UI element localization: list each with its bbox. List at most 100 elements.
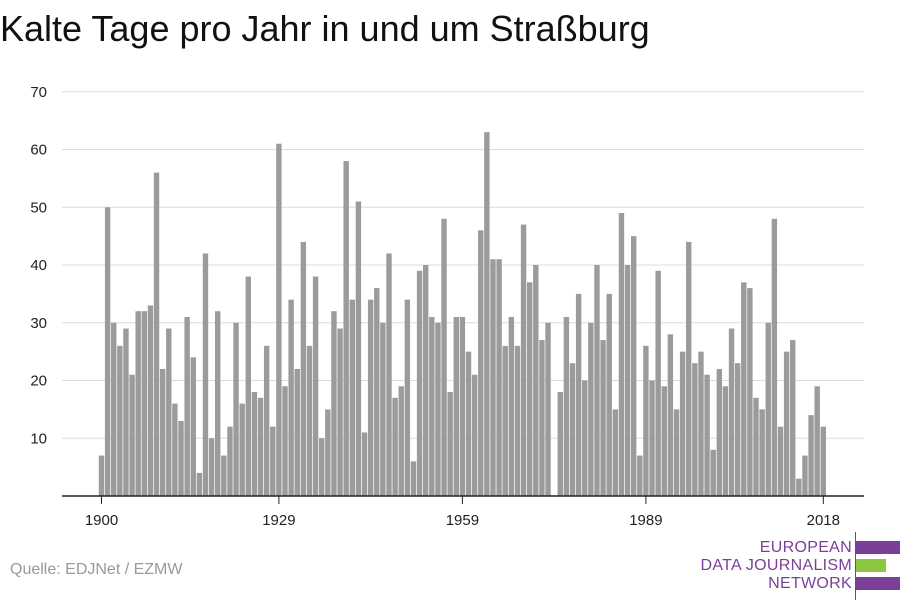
logo-bar-purple-top <box>856 541 900 554</box>
bar-1975 <box>557 392 563 496</box>
bar-1904 <box>123 328 129 496</box>
logo-text-line2: DATA JOURNALISM <box>700 557 852 574</box>
bar-1905 <box>129 374 135 497</box>
y-tick-label-70: 70 <box>30 84 47 101</box>
bar-1942 <box>355 201 362 496</box>
bar-2004 <box>734 363 741 496</box>
edjnet-logo: EUROPEAN DATA JOURNALISM NETWORK <box>700 532 900 600</box>
bar-1943 <box>361 432 368 497</box>
bar-1920 <box>221 455 227 496</box>
bar-1910 <box>159 368 166 496</box>
bar-1925 <box>251 392 258 496</box>
bar-1978 <box>575 293 582 497</box>
bar-1976 <box>563 316 570 497</box>
bar-1940 <box>343 161 349 497</box>
bar-1993 <box>667 334 674 496</box>
bar-1991 <box>655 270 661 496</box>
source-note: Quelle: EDJNet / EZMW <box>10 561 183 578</box>
bar-1990 <box>649 380 655 496</box>
bar-1970 <box>526 282 533 496</box>
y-tick-label-20: 20 <box>30 373 47 390</box>
bar-1998 <box>698 351 704 497</box>
bar-1999 <box>704 374 710 497</box>
bar-1961 <box>471 374 478 497</box>
bar-1939 <box>337 328 343 496</box>
bar-1926 <box>257 397 264 496</box>
bar-1929 <box>276 143 282 496</box>
x-tick-label-1959: 1959 <box>446 512 479 529</box>
bar-1947 <box>386 253 392 496</box>
bar-1962 <box>478 230 484 496</box>
bar-1958 <box>453 316 459 497</box>
y-axis-labels: 10 20 30 40 50 60 70 <box>30 84 47 448</box>
bar-1950 <box>404 299 411 496</box>
bar-1972 <box>539 340 545 496</box>
x-tick-label-2018: 2018 <box>807 512 840 529</box>
bar-1968 <box>514 345 521 496</box>
y-tick-label-60: 60 <box>30 142 47 159</box>
bar-1989 <box>643 345 649 496</box>
bar-1946 <box>380 322 386 496</box>
bar-1932 <box>294 368 300 496</box>
bar-1914 <box>184 316 190 497</box>
bar-1949 <box>398 386 404 496</box>
bar-1945 <box>374 288 380 496</box>
bar-1930 <box>282 386 288 496</box>
bar-1967 <box>508 316 515 497</box>
bar-1902 <box>111 322 117 496</box>
bar-1952 <box>416 270 423 496</box>
bar-1997 <box>692 363 698 496</box>
bar-1901 <box>104 207 111 496</box>
bar-1957 <box>447 392 453 496</box>
bar-1923 <box>239 403 245 496</box>
bar-1912 <box>172 403 178 496</box>
bar-1965 <box>496 259 502 497</box>
bar-1913 <box>178 420 184 497</box>
chart-title: Kalte Tage pro Jahr in und um Straßburg <box>0 8 650 49</box>
bar-1985 <box>618 213 625 496</box>
bar-1959 <box>459 316 466 497</box>
bar-1937 <box>325 409 331 497</box>
bar-2014 <box>796 478 802 497</box>
bar-1986 <box>624 265 631 496</box>
bar-1906 <box>135 311 141 496</box>
bar-1948 <box>392 397 398 496</box>
bar-1951 <box>410 461 417 496</box>
y-tick-label-40: 40 <box>30 257 47 274</box>
bar-1919 <box>215 311 221 496</box>
bar-1953 <box>423 265 429 496</box>
bar-1924 <box>245 276 252 496</box>
bar-2018 <box>820 426 827 496</box>
bar-2003 <box>728 328 735 496</box>
logo-text-line1: EUROPEAN <box>759 539 852 556</box>
bar-1941 <box>349 299 355 496</box>
bar-1928 <box>270 426 276 496</box>
bar-1964 <box>490 259 496 497</box>
bar-2005 <box>741 282 747 496</box>
bar-1908 <box>147 305 154 496</box>
bar-1927 <box>263 345 270 496</box>
bar-2011 <box>777 426 784 496</box>
bar-1994 <box>673 409 680 497</box>
bar-1982 <box>600 340 606 496</box>
bar-1900 <box>98 455 105 496</box>
x-tick-label-1900: 1900 <box>85 512 118 529</box>
bar-2016 <box>808 415 814 496</box>
y-tick-label-50: 50 <box>30 199 47 216</box>
bar-1983 <box>606 293 612 497</box>
bar-2006 <box>747 288 753 496</box>
bar-1944 <box>367 299 374 496</box>
y-tick-label-30: 30 <box>30 315 47 332</box>
bar-1935 <box>312 276 319 496</box>
bar-1956 <box>441 218 447 497</box>
bar-1996 <box>686 241 692 496</box>
bar-2008 <box>759 409 765 497</box>
bar-2012 <box>783 351 790 497</box>
bar-2002 <box>722 386 729 496</box>
x-tick-label-1929: 1929 <box>262 512 295 529</box>
bar-1921 <box>227 426 233 496</box>
logo-divider <box>855 532 856 600</box>
x-tick-label-1989: 1989 <box>629 512 662 529</box>
bar-1971 <box>533 265 539 496</box>
